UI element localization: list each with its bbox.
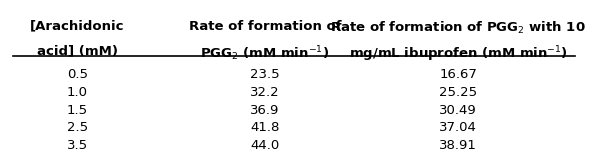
- Text: 30.49: 30.49: [439, 104, 477, 117]
- Text: PGG$_2$ (mM min$^{-1}$): PGG$_2$ (mM min$^{-1}$): [201, 44, 329, 63]
- Text: 23.5: 23.5: [250, 68, 280, 81]
- Text: 16.67: 16.67: [439, 68, 477, 81]
- Text: Rate of formation of PGG$_2$ with 10: Rate of formation of PGG$_2$ with 10: [330, 20, 586, 36]
- Text: 36.9: 36.9: [250, 104, 280, 117]
- Text: 3.5: 3.5: [67, 139, 88, 152]
- Text: 37.04: 37.04: [439, 122, 477, 134]
- Text: mg/mL ibuprofen (mM min$^{-1}$): mg/mL ibuprofen (mM min$^{-1}$): [349, 44, 568, 64]
- Text: 2.5: 2.5: [67, 122, 88, 134]
- Text: 1.5: 1.5: [67, 104, 88, 117]
- Text: Rate of formation of: Rate of formation of: [188, 20, 341, 33]
- Text: [Arachidonic: [Arachidonic: [30, 20, 125, 33]
- Text: 32.2: 32.2: [250, 86, 280, 99]
- Text: 25.25: 25.25: [439, 86, 477, 99]
- Text: 1.0: 1.0: [67, 86, 88, 99]
- Text: 44.0: 44.0: [250, 139, 280, 152]
- Text: 38.91: 38.91: [439, 139, 477, 152]
- Text: 41.8: 41.8: [250, 122, 280, 134]
- Text: acid] (mM): acid] (mM): [37, 44, 118, 57]
- Text: 0.5: 0.5: [67, 68, 88, 81]
